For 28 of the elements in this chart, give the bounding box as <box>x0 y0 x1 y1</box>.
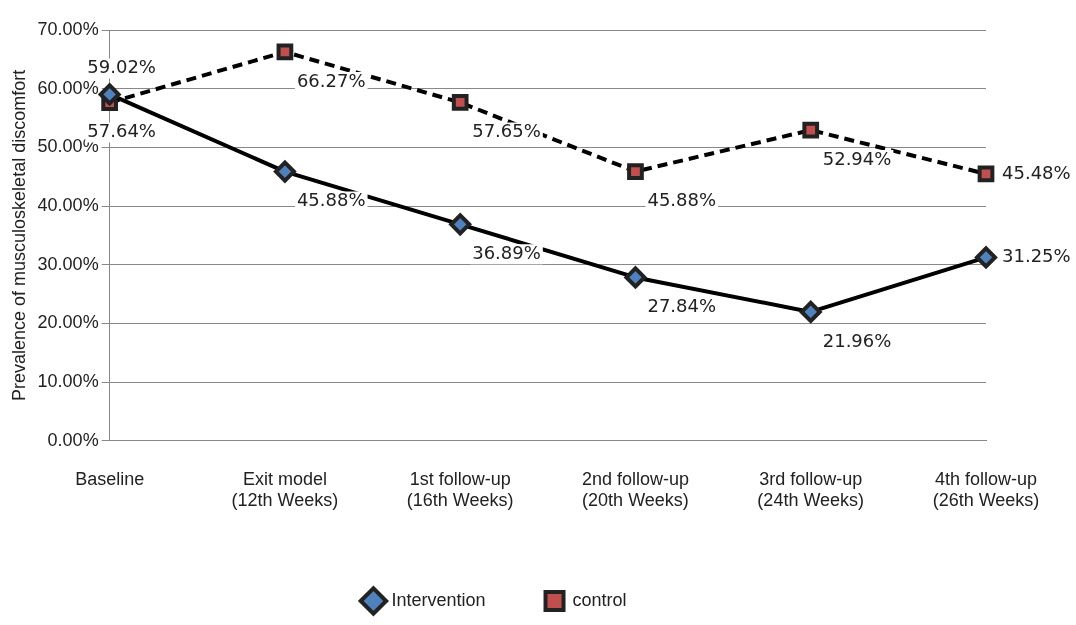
x-tick-label: 2nd follow-up (20th Weeks) <box>581 468 689 511</box>
y-tick-label: 20.00% <box>37 312 99 333</box>
x-tick-label: 3rd follow-up (24th Weeks) <box>757 468 865 511</box>
data-label: 66.27% <box>296 69 366 91</box>
x-tick-label: 1st follow-up (16th Weeks) <box>406 468 514 511</box>
data-label: 59.02% <box>87 56 156 78</box>
y-tick-label: 0.00% <box>47 429 99 450</box>
data-label: 45.48% <box>1002 161 1071 183</box>
data-label: 27.84% <box>647 295 717 317</box>
x-tick-label: 4th follow-up (26th Weeks) <box>932 468 1040 511</box>
data-label: 57.65% <box>472 120 541 142</box>
data-label: 45.88% <box>647 189 717 211</box>
data-label: 31.25% <box>1002 245 1071 267</box>
x-tick-label: Baseline <box>75 468 145 489</box>
y-tick-label: 30.00% <box>37 253 99 274</box>
y-tick-label: 40.00% <box>37 195 99 216</box>
data-label: 57.64% <box>87 120 156 142</box>
legend-label: control <box>572 589 627 610</box>
data-label: 52.94% <box>822 147 892 169</box>
x-tick-label: Exit model (12th Weeks) <box>231 468 339 511</box>
data-label: 21.96% <box>822 329 892 351</box>
data-label: 36.89% <box>472 241 541 263</box>
y-tick-label: 10.00% <box>37 371 99 392</box>
y-tick-label: 70.00% <box>37 18 99 39</box>
y-axis-title: Prevalence of musculoskeletal discomfort <box>8 69 29 401</box>
data-label: 45.88% <box>296 189 366 211</box>
y-tick-label: 60.00% <box>37 77 99 98</box>
legend-label: Intervention <box>391 589 486 610</box>
